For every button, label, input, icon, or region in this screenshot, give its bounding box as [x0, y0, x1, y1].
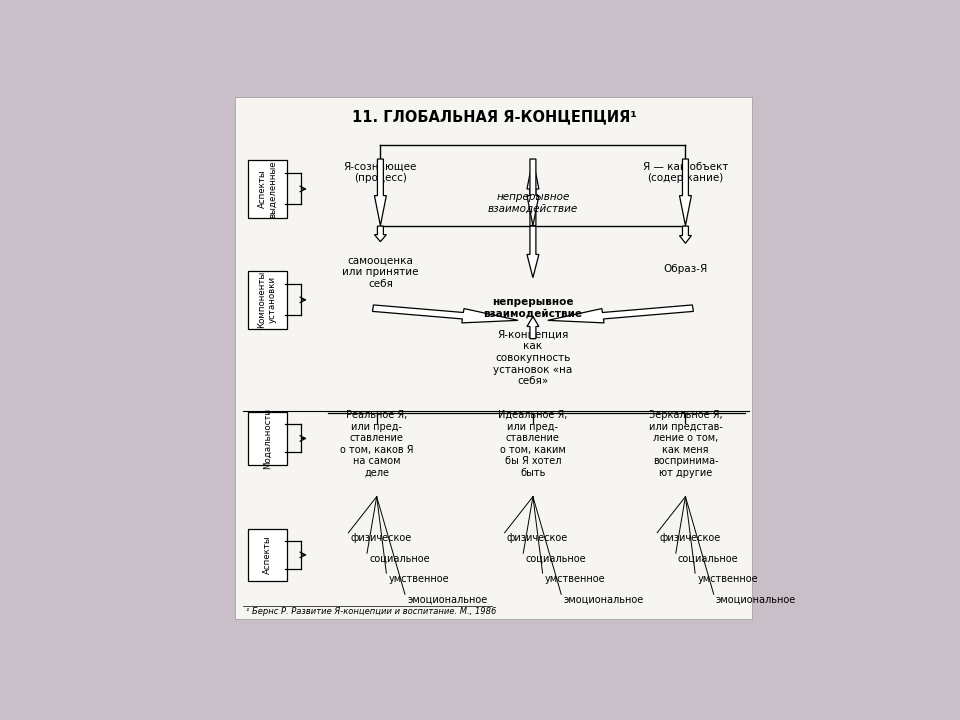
Text: ¹ Бернс Р. Развитие Я-концепции и воспитание. М., 1986: ¹ Бернс Р. Развитие Я-концепции и воспит… [247, 608, 497, 616]
Text: Я-сознающее
(процесс): Я-сознающее (процесс) [344, 161, 417, 183]
Text: эмоциональное: эмоциональное [407, 595, 488, 605]
Text: социальное: социальное [525, 554, 587, 564]
Text: Реальное Я,
или пред-
ставление
о том, каков Я
на самом
деле: Реальное Я, или пред- ставление о том, к… [340, 410, 414, 478]
Polygon shape [680, 159, 691, 225]
Text: эмоциональное: эмоциональное [564, 595, 643, 605]
Polygon shape [527, 317, 539, 338]
Text: физическое: физическое [350, 534, 412, 543]
Text: Зеркальное Я,
или представ-
ление о том,
как меня
воспринима-
ют другие: Зеркальное Я, или представ- ление о том,… [649, 410, 722, 478]
Text: социальное: социальное [370, 554, 430, 564]
FancyBboxPatch shape [248, 160, 287, 217]
Text: эмоциональное: эмоциональное [716, 595, 796, 605]
FancyBboxPatch shape [235, 97, 753, 618]
FancyBboxPatch shape [248, 271, 287, 328]
Polygon shape [548, 305, 693, 323]
Text: социальное: социальное [678, 554, 738, 564]
Text: самооценка
или принятие
себя: самооценка или принятие себя [342, 256, 419, 289]
Polygon shape [527, 159, 539, 225]
Text: 11. ГЛОБАЛЬНАЯ Я-КОНЦЕПЦИЯ¹: 11. ГЛОБАЛЬНАЯ Я-КОНЦЕПЦИЯ¹ [351, 109, 636, 125]
Text: физическое: физическое [507, 534, 568, 543]
Text: умственное: умственное [389, 574, 449, 584]
FancyBboxPatch shape [248, 528, 287, 581]
Polygon shape [374, 159, 386, 225]
Text: Модальности: Модальности [263, 408, 272, 469]
Text: Аспекты
выделенные: Аспекты выделенные [257, 160, 277, 217]
Polygon shape [527, 159, 539, 225]
Text: умственное: умственное [697, 574, 758, 584]
Text: непрерывное
взаимодействие: непрерывное взаимодействие [484, 297, 583, 319]
Polygon shape [680, 226, 691, 243]
Text: физическое: физическое [660, 534, 721, 543]
Polygon shape [374, 226, 386, 242]
Polygon shape [527, 226, 539, 278]
Text: Идеальное Я,
или пред-
ставление
о том, каким
бы Я хотел
быть: Идеальное Я, или пред- ставление о том, … [498, 410, 567, 478]
Text: умственное: умственное [545, 574, 606, 584]
Text: Я-концепция
как
совокупность
установок «на
себя»: Я-концепция как совокупность установок «… [493, 330, 572, 386]
Text: Компоненты
установки: Компоненты установки [257, 271, 277, 328]
Text: Образ-Я: Образ-Я [663, 264, 708, 274]
Polygon shape [372, 305, 518, 323]
Text: непрерывное
взаимодействие: непрерывное взаимодействие [488, 192, 578, 214]
FancyBboxPatch shape [248, 413, 287, 464]
Text: Я — как объект
(содержание): Я — как объект (содержание) [643, 161, 728, 183]
Text: Аспекты: Аспекты [263, 536, 272, 575]
